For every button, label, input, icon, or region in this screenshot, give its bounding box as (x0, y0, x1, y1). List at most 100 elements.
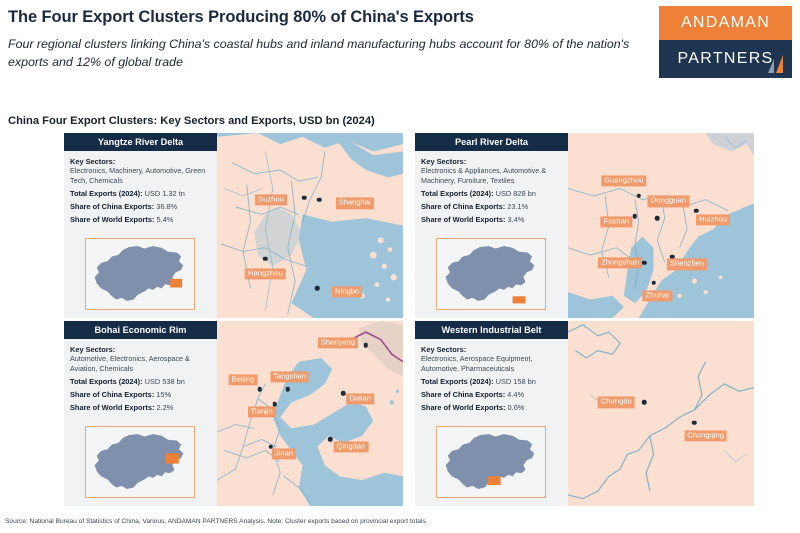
city-label: Chengdu (597, 396, 635, 408)
sail-icon (768, 55, 783, 73)
regional-map: Chengdu Chongqing (568, 321, 754, 506)
share-world-row: Share of World Exports: 5.4% (70, 215, 211, 224)
share-world-label: Share of World Exports: (421, 403, 506, 413)
cluster-panel-4: Western Industrial Belt Key Sectors: Ele… (415, 321, 754, 506)
city-dot (694, 208, 699, 213)
total-exports-label: Total Exports (2024): (70, 377, 143, 387)
cluster-name-header: Yangtze River Delta (64, 133, 217, 151)
key-sectors-value: Electronics & Appliances, Automotive & M… (421, 166, 547, 185)
city-label: Dongguan (647, 195, 689, 208)
city-dot (363, 342, 369, 348)
city-label: Zhongshan (598, 256, 643, 269)
total-exports-value: USD 828 bn (495, 189, 536, 199)
city-dot (272, 402, 277, 407)
share-china-value: 36.8% (156, 202, 178, 212)
city-dot (317, 197, 322, 202)
city-dot (655, 215, 660, 221)
share-world-label: Share of World Exports: (70, 215, 155, 225)
cluster-stats: Key Sectors: Electronics, Machinery, Aut… (64, 151, 217, 224)
city-label: Beijing (228, 374, 258, 386)
share-china-value: 15% (156, 390, 172, 400)
city-dot (636, 193, 641, 199)
key-sectors-label: Key Sectors: (70, 345, 116, 354)
key-sectors-value: Automotive, Electronics, Aerospace & Avi… (70, 354, 190, 373)
cluster-info-panel: Western Industrial Belt Key Sectors: Ele… (415, 321, 568, 506)
key-sectors-label: Key Sectors: (70, 157, 116, 166)
share-china-value: 23.1% (507, 202, 529, 212)
city-label: Shenzhen (666, 258, 708, 270)
cluster-info-panel: Pearl River Delta Key Sectors: Electroni… (415, 133, 568, 318)
cluster-info-panel: Bohai Economic Rim Key Sectors: Automoti… (64, 321, 217, 506)
cluster-panel-1: Yangtze River Delta Key Sectors: Electro… (64, 133, 403, 318)
key-sectors-value: Electronics, Machinery, Automotive, Gree… (70, 166, 206, 185)
cluster-panel-3: Bohai Economic Rim Key Sectors: Automoti… (64, 321, 403, 506)
city-label: Hangzhou (245, 267, 286, 280)
city-label: Chongqing (684, 430, 727, 442)
andaman-partners-logo: ANDAMAN PARTNERS (659, 6, 792, 78)
page-title: The Four Export Clusters Producing 80% o… (8, 8, 474, 26)
city-dot (341, 390, 346, 396)
cluster-name-header: Pearl River Delta (415, 133, 568, 151)
china-locator-map (436, 426, 546, 498)
regional-map: Shenyang Beijing Tangshan Tianjin Dalian Jina… (217, 321, 403, 506)
total-exports-label: Total Exports (2024): (70, 189, 143, 199)
city-dot (651, 280, 656, 286)
china-locator-map (436, 238, 546, 310)
logo-bottom-text: PARTNERS (659, 40, 792, 78)
share-china-row: Share of China Exports: 23.1% (421, 202, 562, 211)
city-dot (328, 437, 333, 442)
city-label: Tangshan (270, 370, 309, 383)
share-china-row: Share of China Exports: 15% (70, 390, 211, 399)
total-exports-label: Total Exports (2024): (421, 189, 494, 199)
logo-bottom-label: PARTNERS (677, 50, 774, 67)
city-dot (669, 254, 675, 260)
cluster-location-marker (487, 476, 501, 486)
logo-top-text: ANDAMAN (659, 6, 792, 40)
city-label: Qingdao (333, 441, 369, 453)
china-locator-map (85, 238, 195, 310)
share-china-row: Share of China Exports: 4.4% (421, 390, 562, 399)
city-dot (268, 444, 274, 450)
city-label: Jinan (271, 448, 297, 460)
share-world-row: Share of World Exports: 0.6% (421, 403, 562, 412)
cluster-location-marker (165, 453, 179, 464)
city-dot (285, 387, 290, 392)
total-exports-value: USD 158 bn (495, 377, 536, 387)
source-note: Source: National Bureau of Statistics of… (5, 518, 428, 525)
city-dot (692, 420, 697, 425)
total-exports-value: USD 538 bn (144, 377, 185, 387)
total-exports-value: USD 1.32 tn (144, 189, 185, 199)
city-dot (642, 260, 647, 265)
share-china-value: 4.4% (507, 390, 525, 400)
key-sectors-label: Key Sectors: (421, 157, 467, 166)
share-china-label: Share of China Exports: (421, 202, 506, 212)
share-world-row: Share of World Exports: 2.2% (70, 403, 211, 412)
share-china-label: Share of China Exports: (70, 202, 155, 212)
city-label: Foshan (600, 216, 633, 228)
page-subtitle: Four regional clusters linking China's c… (8, 37, 630, 69)
city-dot (642, 400, 647, 405)
cluster-location-marker (512, 296, 526, 304)
city-label: Dalian (346, 393, 374, 405)
total-exports-row: Total Exports (2024): USD 828 bn (421, 189, 562, 198)
city-dot (257, 387, 263, 392)
city-label: Shanghai (335, 197, 374, 209)
city-dot (302, 195, 307, 200)
key-sectors-label: Key Sectors: (421, 345, 467, 354)
cluster-stats: Key Sectors: Electronics, Aerospace Equi… (415, 339, 568, 412)
share-world-row: Share of World Exports: 3.4% (421, 215, 562, 224)
share-world-value: 3.4% (507, 215, 525, 225)
regional-map: Suzhou Shanghai Hangzhou Ningbo (217, 133, 403, 318)
city-label: Shenyang (317, 337, 358, 349)
city-label: Suzhou (255, 193, 287, 206)
city-label: Huizhou (696, 214, 731, 226)
chart-title: China Four Export Clusters: Key Sectors … (8, 115, 375, 127)
share-world-value: 0.6% (507, 403, 525, 413)
city-label: Tianjin (247, 406, 276, 418)
regional-map: Guangzhou Dongguan Huizhou Foshan Zhongshan S… (568, 133, 754, 318)
city-dot (632, 214, 638, 219)
total-exports-label: Total Exports (2024): (421, 377, 494, 387)
cluster-location-marker (170, 278, 183, 288)
share-world-label: Share of World Exports: (421, 215, 506, 225)
